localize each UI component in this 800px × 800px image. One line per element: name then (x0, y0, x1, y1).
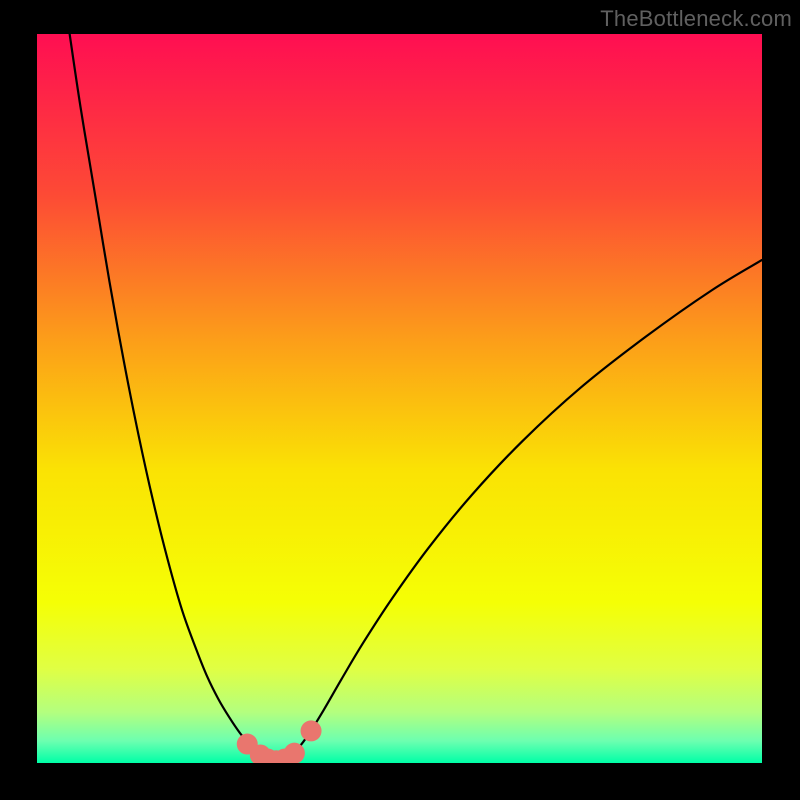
gradient-background (37, 34, 762, 763)
marker-point (301, 720, 322, 741)
watermark-text: TheBottleneck.com (600, 6, 792, 32)
chart-svg (37, 34, 762, 763)
marker-point (284, 743, 305, 763)
plot-area (37, 34, 762, 763)
